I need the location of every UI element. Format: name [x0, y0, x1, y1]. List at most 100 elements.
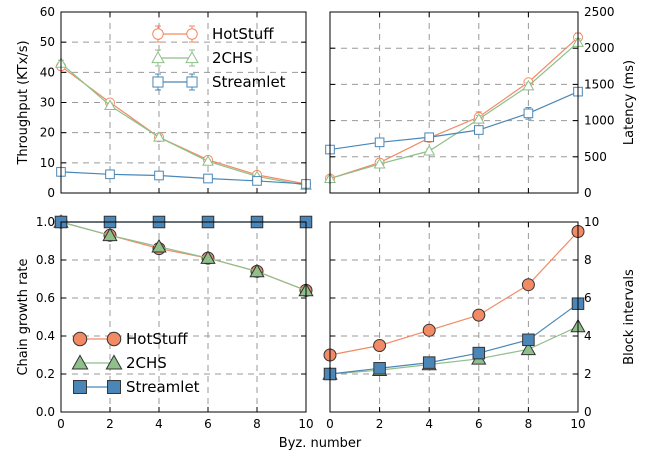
throughput-panel: 0 10 20 30 40 50 60 Throughput (KTx/s) HotStuff 2… — [16, 5, 312, 200]
block-intervals-point-hotstuff — [472, 308, 486, 322]
throughput-line-streamlet — [60, 171, 307, 185]
latency-point-2chs — [472, 113, 485, 124]
latency-y-tick-label: 500 — [584, 150, 607, 164]
throughput-y-tick-label: 40 — [40, 65, 55, 79]
chain-growth-legend-marker-2chs — [71, 354, 89, 370]
latency-y-tick-label: 0 — [584, 186, 592, 200]
throughput-line-hotstuff — [60, 65, 307, 185]
latency-point-streamlet — [374, 137, 385, 148]
chain-growth-point-2chs — [200, 250, 216, 264]
throughput-y-tick-label: 50 — [40, 35, 55, 49]
block-intervals-y-tick-label: 8 — [584, 253, 592, 267]
block-intervals-point-2chs — [520, 341, 537, 356]
chain-growth-series-2chs — [53, 214, 314, 297]
latency-point-2chs — [522, 79, 535, 91]
chain-growth-legend-marker-hotstuff — [72, 331, 88, 347]
latency-point-2chs — [373, 157, 386, 169]
chain-growth-y-tick-label: 0.4 — [36, 329, 55, 343]
latency-line-hotstuff — [329, 36, 579, 180]
block-intervals-y-tick-label: 4 — [584, 329, 592, 343]
chain-growth-y-tick-label: 1.0 — [36, 215, 55, 229]
latency-point-streamlet — [424, 132, 435, 143]
latency-series-hotstuff — [325, 32, 583, 184]
chain-growth-x-axis-title: Byz. number — [279, 436, 362, 451]
throughput-line-2chs — [60, 62, 307, 187]
throughput-legend: HotStuff 2CHS Streamlet — [151, 25, 286, 91]
throughput-y-tick-label: 10 — [40, 156, 55, 170]
latency-point-streamlet — [523, 108, 534, 119]
block-intervals-line-streamlet — [329, 303, 579, 375]
block-intervals-point-hotstuff — [422, 323, 436, 337]
chain-growth-line-2chs — [60, 221, 307, 291]
latency-y-tick-label: 2500 — [584, 5, 615, 19]
throughput-point-streamlet — [252, 176, 262, 186]
chain-growth-panel: 0.0 0.2 0.4 0.6 0.8 1.0 0 2 4 6 8 10 Chain growth ra… — [16, 214, 362, 451]
latency-y-tick-label: 2000 — [584, 41, 615, 55]
chain-growth-series-hotstuff — [54, 215, 313, 297]
throughput-legend-marker-hotstuff — [186, 28, 198, 40]
throughput-legend-marker-streamlet — [152, 76, 164, 88]
block-intervals-x-tick-label: 10 — [570, 417, 585, 431]
chain-growth-plot-frame — [60, 221, 307, 413]
chain-growth-y-tick-label: 0.2 — [36, 367, 55, 381]
chain-growth-x-tick-label: 0 — [57, 417, 65, 431]
chain-growth-y-tick-label: 0.8 — [36, 253, 55, 267]
block-intervals-x-tick-label: 4 — [425, 417, 433, 431]
block-intervals-x-tick-label: 2 — [376, 417, 384, 431]
chain-growth-x-tick-label: 10 — [298, 417, 313, 431]
throughput-y-axis-title: Throughput (KTx/s) — [16, 40, 31, 165]
block-intervals-y-tick-label: 10 — [584, 215, 599, 229]
chain-growth-y-tick-label: 0.0 — [36, 405, 55, 419]
throughput-point-streamlet — [154, 170, 164, 181]
throughput-legend-marker-2chs — [185, 51, 199, 64]
throughput-point-2chs — [104, 99, 116, 110]
block-intervals-y-tick-label: 0 — [584, 405, 592, 419]
chain-growth-x-tick-label: 2 — [106, 417, 114, 431]
block-intervals-series-streamlet — [323, 297, 585, 381]
latency-point-streamlet — [473, 125, 484, 135]
block-intervals-x-tick-label: 0 — [326, 417, 334, 431]
throughput-y-tick-label: 30 — [40, 96, 55, 110]
block-intervals-line-hotstuff — [329, 231, 579, 356]
chain-growth-x-tick-label: 8 — [253, 417, 261, 431]
chain-growth-x-tick-label: 4 — [155, 417, 163, 431]
block-intervals-point-hotstuff — [521, 278, 535, 292]
throughput-point-2chs — [202, 155, 214, 166]
block-intervals-x-tick-label: 6 — [475, 417, 483, 431]
throughput-y-tick-label: 0 — [47, 186, 55, 200]
block-intervals-y-tick-label: 6 — [584, 291, 592, 305]
block-intervals-y-tick-label: 2 — [584, 367, 592, 381]
chain-growth-x-tick-label: 6 — [204, 417, 212, 431]
chain-growth-legend: HotStuff 2CHS Streamlet — [71, 330, 200, 396]
chain-growth-point-2chs — [151, 238, 167, 253]
block-intervals-point-hotstuff — [373, 339, 387, 352]
chain-growth-point-2chs — [102, 227, 118, 242]
block-intervals-plot-frame — [329, 221, 579, 413]
chain-growth-legend-marker-streamlet — [107, 380, 121, 394]
block-intervals-line-2chs — [329, 325, 579, 375]
block-intervals-point-streamlet — [522, 333, 535, 347]
throughput-point-streamlet — [203, 173, 213, 184]
latency-y-axis-title: Latency (ms) — [622, 60, 637, 145]
latency-line-2chs — [329, 41, 579, 180]
throughput-y-tick-label: 60 — [40, 5, 55, 19]
block-intervals-point-streamlet — [373, 362, 386, 375]
latency-y-tick-label: 1500 — [584, 77, 615, 91]
latency-point-2chs — [423, 144, 436, 156]
chain-growth-legend-marker-streamlet — [73, 380, 87, 394]
block-intervals-point-streamlet — [422, 356, 436, 369]
chain-growth-legend-label-2chs: 2CHS — [126, 354, 167, 372]
throughput-point-streamlet — [105, 169, 115, 180]
chain-growth-legend-label-hotstuff: HotStuff — [126, 330, 188, 348]
throughput-plot-frame — [60, 11, 307, 194]
latency-panel: 0 500 1000 1500 2000 2500 Latency (ms) — [324, 5, 637, 200]
chain-growth-y-tick-label: 0.6 — [36, 291, 55, 305]
chain-growth-legend-label-streamlet: Streamlet — [126, 378, 200, 396]
block-intervals-series-hotstuff — [323, 225, 585, 362]
latency-line-streamlet — [329, 91, 579, 151]
throughput-legend-label-hotstuff: HotStuff — [212, 25, 274, 43]
block-intervals-y-axis-title: Block intervals — [622, 269, 637, 365]
chain-growth-legend-marker-2chs — [105, 354, 123, 370]
